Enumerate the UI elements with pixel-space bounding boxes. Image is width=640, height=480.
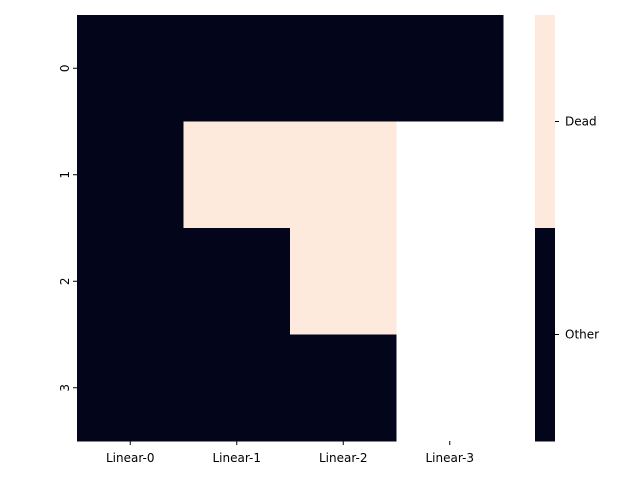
heatmap-cell-0-3 [396, 15, 504, 122]
x-axis: Linear-0 Linear-1 Linear-2 Linear-3 [106, 441, 474, 465]
heatmap-cell-2-0 [77, 228, 184, 335]
x-tick-label: Linear-2 [319, 451, 368, 465]
y-tick-label: 2 [58, 277, 72, 285]
y-tick-label: 3 [58, 384, 72, 392]
x-tick-label: Linear-1 [213, 451, 262, 465]
heatmap-cell-1-3 [396, 121, 504, 229]
colorbar: Dead Other [535, 15, 599, 442]
x-tick-label: Linear-0 [106, 451, 155, 465]
y-tick-label: 0 [58, 64, 72, 72]
y-tick-label: 1 [58, 171, 72, 179]
colorbar-label: Dead [565, 115, 597, 129]
heatmap-cell-0-1 [183, 15, 291, 122]
heatmap-cell-1-1 [183, 121, 291, 229]
heatmap-cell-0-0 [77, 15, 184, 122]
heatmap-cell-0-2 [290, 15, 397, 122]
heatmap-cell-3-1 [183, 334, 291, 442]
heatmap-cells [77, 15, 504, 442]
heatmap-cell-2-3 [396, 228, 504, 335]
colorbar-label: Other [565, 328, 599, 342]
heatmap-cell-2-2 [290, 228, 397, 335]
heatmap-cell-2-1 [183, 228, 291, 335]
heatmap-cell-1-0 [77, 121, 184, 229]
colorbar-segment [535, 228, 555, 442]
heatmap-cell-3-0 [77, 334, 184, 442]
heatmap-cell-3-2 [290, 334, 397, 442]
y-axis: 0 1 2 3 [58, 64, 77, 392]
heatmap-cell-1-2 [290, 121, 397, 229]
heatmap-cell-3-3 [396, 334, 504, 442]
x-tick-label: Linear-3 [426, 451, 475, 465]
colorbar-segment [535, 15, 555, 229]
